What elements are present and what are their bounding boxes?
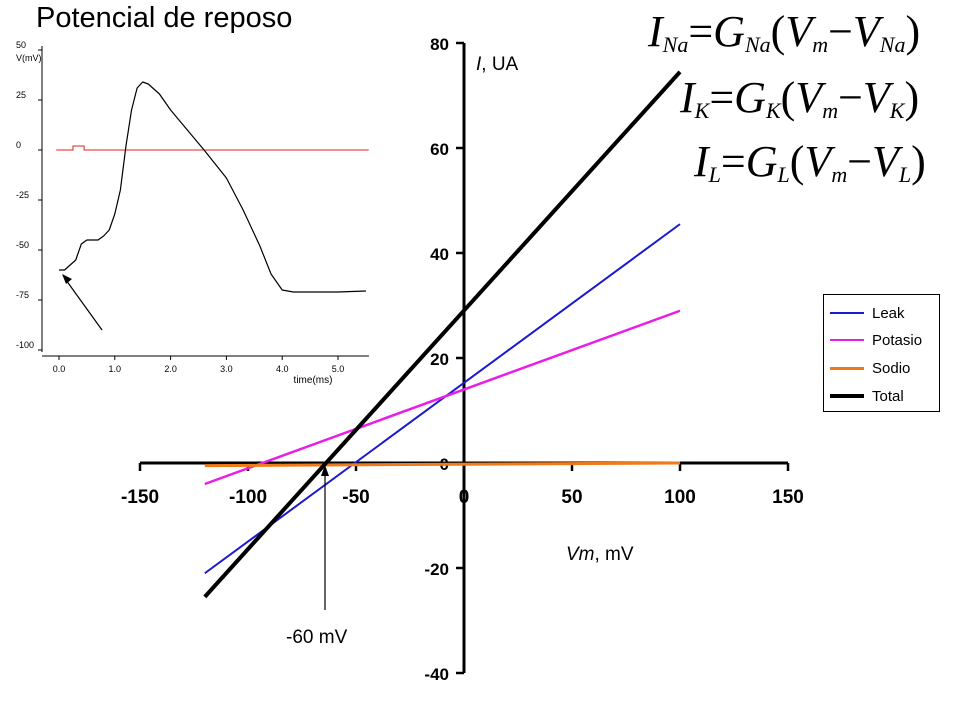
legend-item-potasio: Potasio <box>830 330 922 350</box>
x-tick-label: 50 <box>561 487 582 508</box>
equation-leak: IL=GL(Vm−VL) <box>694 137 926 187</box>
inset-x-tick-label: 2.0 <box>164 364 177 374</box>
inset-x-tick-label: 1.0 <box>109 364 122 374</box>
legend-item-leak: Leak <box>830 303 905 323</box>
y-tick-label: -20 <box>424 560 449 579</box>
inset-y-tick-label: -25 <box>16 190 29 200</box>
annotation-label: -60 mV <box>286 627 348 648</box>
inset-y-tick-label: 0 <box>16 140 21 150</box>
x-tick-label: 100 <box>664 487 696 508</box>
inset-y-tick-label: -75 <box>16 290 29 300</box>
annotation-arrow-head <box>321 465 329 476</box>
x-axis-label: Vm, mV <box>566 544 634 565</box>
x-tick-label: -100 <box>229 487 267 508</box>
x-tick-label: -150 <box>121 487 159 508</box>
legend-swatch-leak <box>830 312 864 314</box>
y-tick-label: 40 <box>430 245 449 264</box>
inset-y-tick-label: 50 <box>16 40 26 50</box>
x-tick-label: 150 <box>772 487 804 508</box>
legend-item-total: Total <box>830 386 904 406</box>
inset-stimulus-line <box>56 145 369 151</box>
x-tick-label: 0 <box>459 487 470 508</box>
equation-sodium: INa=GNa(Vm−VNa) <box>648 7 921 57</box>
inset-y-tick-label: -50 <box>16 240 29 250</box>
legend-label-sodio: Sodio <box>872 359 911 377</box>
x-tick-label: -50 <box>342 487 369 508</box>
inset-y-tick-label: -100 <box>16 340 34 350</box>
equation-potassium: IK=GK(Vm−VK) <box>680 73 920 123</box>
y-axis-label: I, UA <box>476 54 519 75</box>
inset-arrow-line <box>65 279 103 331</box>
inset-y-tick-label: 25 <box>16 90 26 100</box>
inset-y-axis-label: V(mV) <box>16 53 42 63</box>
y-tick-label: 60 <box>430 140 449 159</box>
legend-label-leak: Leak <box>872 304 905 322</box>
legend-swatch-total <box>830 394 864 398</box>
legend-swatch-sodio <box>830 366 864 370</box>
inset-x-tick-label: 3.0 <box>220 364 233 374</box>
legend-swatch-potasio <box>830 339 864 341</box>
legend-label-potasio: Potasio <box>872 331 923 349</box>
legend-item-sodio: Sodio <box>830 358 910 378</box>
y-tick-label: 80 <box>430 35 449 54</box>
inset-arrow-head <box>62 274 72 284</box>
chart-legend: Leak Potasio Sodio Total <box>823 294 940 412</box>
inset-x-tick-label: 4.0 <box>276 364 289 374</box>
y-tick-label: -40 <box>424 665 449 684</box>
inset-voltage-trace <box>59 81 366 293</box>
legend-label-total: Total <box>872 387 904 405</box>
inset-x-tick-label: 0.0 <box>53 364 66 374</box>
y-tick-label: 20 <box>430 350 449 369</box>
inset-x-axis-label: time(ms) <box>294 375 333 386</box>
series-line-sodio <box>204 461 681 468</box>
series-line-total <box>203 70 682 599</box>
inset-x-tick-label: 5.0 <box>332 364 345 374</box>
slide-title: Potencial de reposo <box>36 2 293 34</box>
series-line-potasio <box>204 309 681 486</box>
